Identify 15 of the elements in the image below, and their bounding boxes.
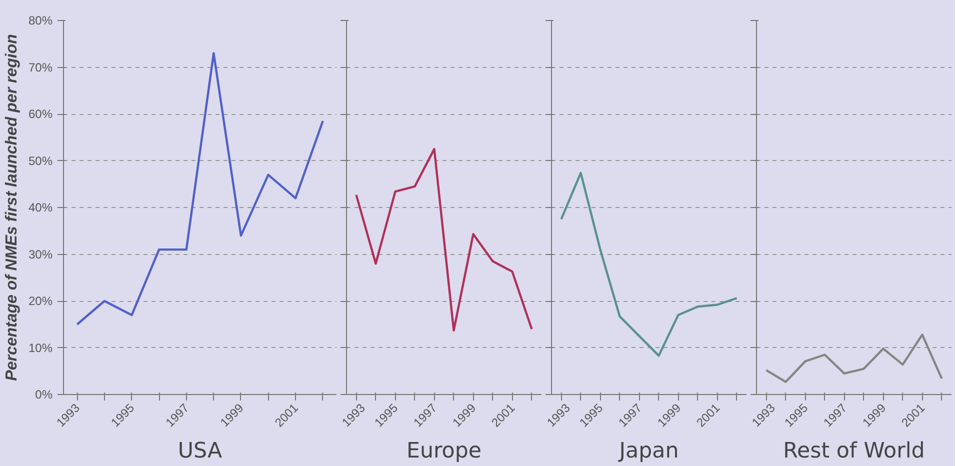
y-tick-label: 10% — [28, 340, 53, 355]
x-axis-title: Japan — [617, 438, 679, 464]
y-tick-label: 80% — [28, 14, 53, 28]
y-tick-label: 40% — [28, 200, 53, 214]
y-tick-label: 30% — [28, 247, 53, 262]
y-tick-label: 60% — [28, 107, 53, 121]
line-series — [76, 52, 324, 326]
y-tick-label: 0% — [35, 388, 53, 402]
y-tick-label: 20% — [28, 294, 53, 308]
x-axis-title: Europe — [406, 438, 482, 464]
y-tick-label: 70% — [28, 60, 53, 74]
x-axis-title: Rest of World — [783, 438, 925, 464]
y-axis-title: Percentage of NMEs first launched per region — [3, 34, 20, 381]
y-tick-label: 50% — [28, 154, 53, 168]
x-axis-title: USA — [178, 438, 222, 464]
